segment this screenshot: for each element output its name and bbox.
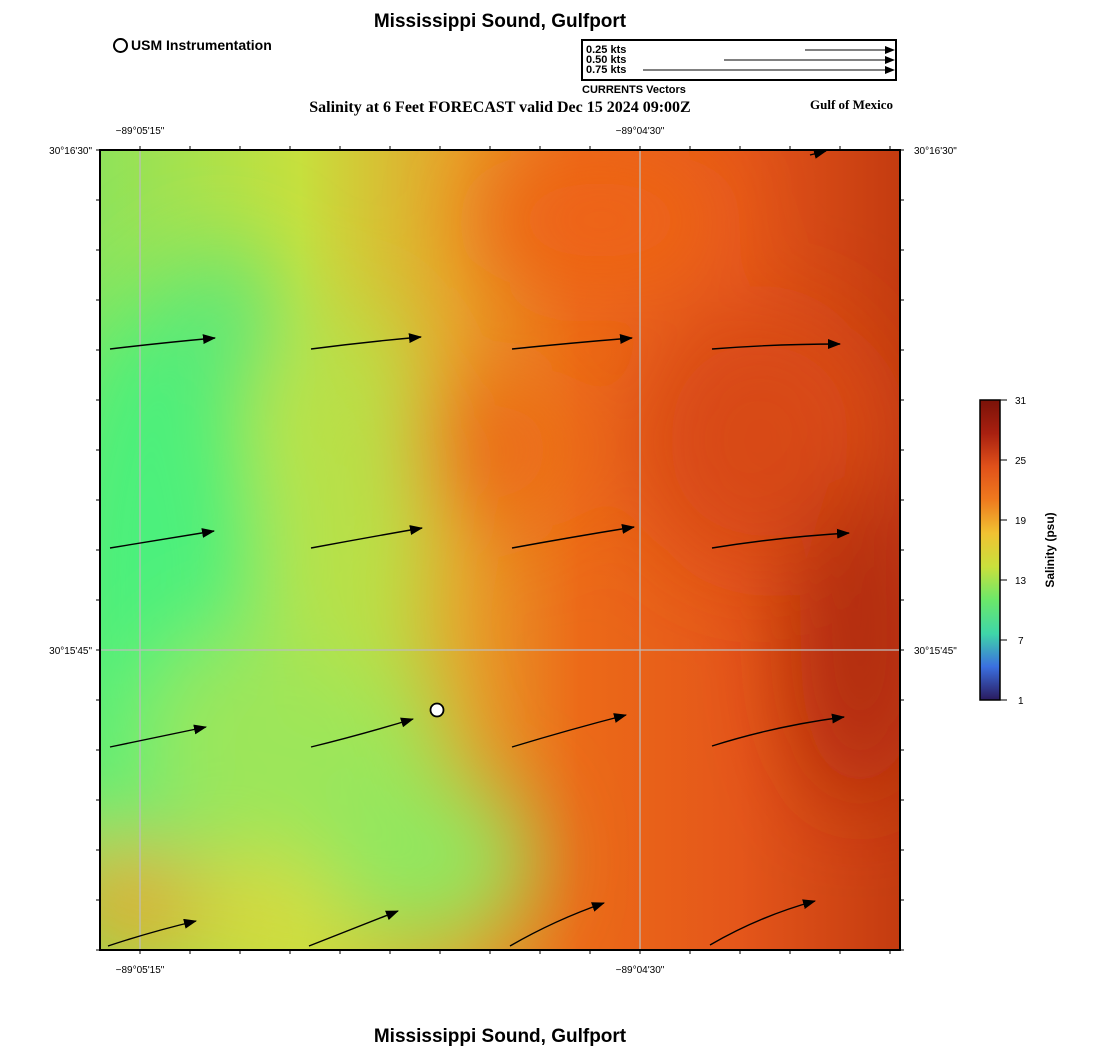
- station-marker-icon: [113, 37, 128, 53]
- map-subtitle: Salinity at 6 Feet FORECAST valid Dec 15…: [309, 99, 691, 116]
- current-vector: [109, 334, 216, 350]
- vector-scale-label-2: 0.50 kts: [586, 54, 627, 66]
- current-vector: [109, 528, 215, 549]
- current-vector: [711, 713, 845, 747]
- current-vector: [308, 910, 399, 947]
- current-vector: [511, 333, 633, 350]
- colorbar: 31 25 19 13 7 1 Salinity (psu): [979, 396, 1057, 707]
- current-vector: [310, 525, 423, 549]
- vector-scale-label-1: 0.25 kts: [586, 44, 627, 56]
- lat-label-left-2: 30°15'45": [49, 646, 92, 657]
- vector-scale-arrows: [643, 46, 895, 74]
- lon-label-bottom-1: −89°05'15": [116, 965, 165, 976]
- footer-title: Mississippi Sound, Gulfport: [373, 1026, 627, 1047]
- colorbar-tick-19: 19: [1015, 516, 1027, 527]
- colorbar-label: Salinity (psu): [1043, 512, 1057, 587]
- current-vector: [310, 333, 422, 350]
- usm-legend: USM Instrumentation: [113, 37, 272, 53]
- current-vector: [711, 339, 841, 350]
- current-vector: [709, 899, 816, 946]
- colorbar-tick-1: 1: [1018, 696, 1024, 707]
- region-label: Gulf of Mexico: [810, 97, 894, 112]
- lat-label-right-2: 30°15'45": [914, 646, 957, 657]
- lon-label-top-2: −89°04'30": [616, 126, 665, 137]
- lon-label-top-1: −89°05'15": [116, 126, 165, 137]
- current-vector: [107, 918, 197, 947]
- vector-legend-caption: CURRENTS Vectors: [582, 84, 686, 96]
- lon-label-bottom-2: −89°04'30": [616, 965, 665, 976]
- current-vector: [509, 902, 605, 947]
- vector-scale-label-3: 0.75 kts: [586, 64, 627, 76]
- usm-station-marker[interactable]: [429, 702, 445, 718]
- lat-label-right-1: 30°16'30": [914, 146, 957, 157]
- colorbar-tick-13: 13: [1015, 576, 1027, 587]
- salinity-field: [100, 150, 900, 950]
- vector-scale-legend: 0.25 kts 0.50 kts 0.75 kts: [581, 39, 897, 81]
- lat-label-left-1: 30°16'30": [49, 146, 92, 157]
- current-vectors: [107, 149, 850, 947]
- map-title: Mississippi Sound, Gulfport: [373, 11, 627, 32]
- usm-legend-label: USM Instrumentation: [131, 37, 272, 53]
- current-vector: [711, 528, 850, 549]
- colorbar-tick-7: 7: [1018, 636, 1024, 647]
- frame-ticks: [96, 146, 904, 954]
- current-vector: [511, 523, 635, 549]
- current-vector: [809, 149, 827, 159]
- colorbar-tick-25: 25: [1015, 456, 1027, 467]
- graticule: [100, 150, 900, 950]
- colorbar-tick-31: 31: [1015, 396, 1027, 407]
- current-vector: [109, 724, 207, 748]
- current-vector: [511, 713, 627, 748]
- colorbar-scale: [979, 399, 1001, 701]
- current-vector: [310, 717, 414, 748]
